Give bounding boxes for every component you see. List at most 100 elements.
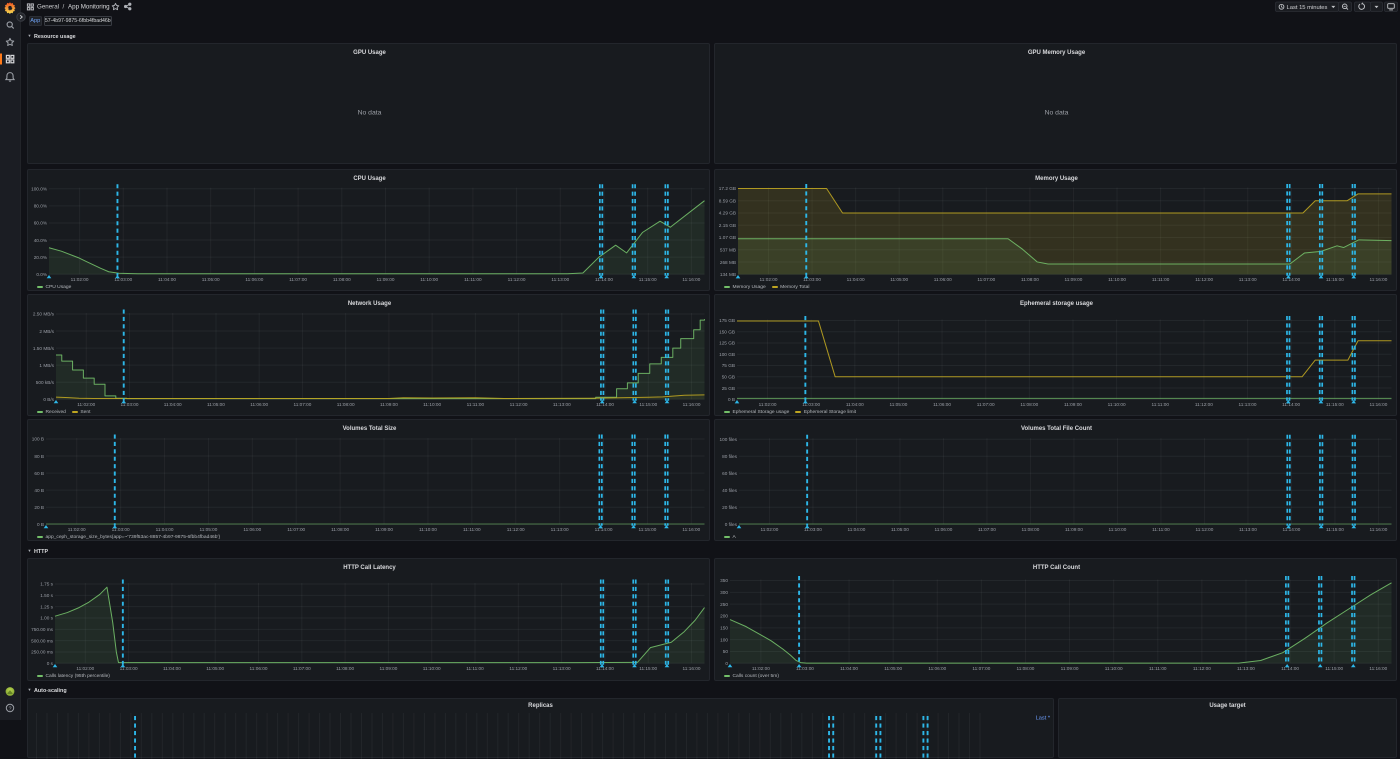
svg-text:11:04:00: 11:04:00	[847, 277, 865, 282]
svg-text:100.0%: 100.0%	[31, 186, 47, 191]
svg-text:1.07 GB: 1.07 GB	[719, 235, 736, 240]
svg-text:/: /	[63, 4, 65, 11]
svg-text:11:03:00: 11:03:00	[803, 277, 821, 282]
svg-text:11:11:00: 11:11:00	[467, 402, 485, 407]
svg-text:11:03:00: 11:03:00	[112, 527, 130, 532]
svg-text:11:06:00: 11:06:00	[250, 666, 268, 671]
svg-text:11:11:00: 11:11:00	[1152, 527, 1170, 532]
svg-text:80 files: 80 files	[722, 454, 738, 459]
svg-text:11:14:00: 11:14:00	[1282, 527, 1300, 532]
svg-text:11:07:00: 11:07:00	[287, 527, 305, 532]
svg-text:11:07:00: 11:07:00	[289, 277, 307, 282]
svg-text:11:15:00: 11:15:00	[1326, 277, 1344, 282]
svg-text:100 GB: 100 GB	[719, 352, 735, 357]
svg-text:11:09:00: 11:09:00	[377, 277, 395, 282]
svg-text:50: 50	[723, 649, 729, 654]
svg-text:11:02:00: 11:02:00	[77, 402, 95, 407]
svg-text:11:04:00: 11:04:00	[163, 666, 181, 671]
svg-text:11:16:00: 11:16:00	[682, 527, 700, 532]
svg-text:11:10:00: 11:10:00	[1105, 666, 1123, 671]
svg-text:60.0%: 60.0%	[34, 221, 47, 226]
svg-text:Last *: Last *	[1036, 716, 1051, 722]
svg-text:50 GB: 50 GB	[722, 375, 735, 380]
svg-text:11:02:00: 11:02:00	[76, 666, 94, 671]
svg-text:0 B: 0 B	[728, 397, 735, 402]
svg-text:11:08:00: 11:08:00	[333, 277, 351, 282]
svg-text:11:12:00: 11:12:00	[1195, 527, 1213, 532]
svg-text:Volumes Total File Count: Volumes Total File Count	[1021, 426, 1092, 432]
svg-text:11:05:00: 11:05:00	[206, 666, 224, 671]
svg-text:11:14:00: 11:14:00	[596, 402, 614, 407]
svg-text:11:13:00: 11:13:00	[1239, 277, 1257, 282]
svg-text:100 B: 100 B	[32, 437, 44, 442]
svg-text:40.0%: 40.0%	[34, 238, 47, 243]
svg-text:250.00 ms: 250.00 ms	[31, 650, 54, 655]
svg-text:11:13:00: 11:13:00	[551, 527, 569, 532]
svg-text:11:16:00: 11:16:00	[1369, 277, 1387, 282]
svg-text:11:06:00: 11:06:00	[928, 666, 946, 671]
svg-text:CPU Usage: CPU Usage	[353, 176, 386, 182]
svg-text:11:12:00: 11:12:00	[508, 277, 526, 282]
svg-text:11:02:00: 11:02:00	[68, 527, 86, 532]
svg-text:60 B: 60 B	[34, 471, 44, 476]
svg-text:11:16:00: 11:16:00	[1369, 527, 1387, 532]
svg-text:0 B/s: 0 B/s	[43, 397, 54, 402]
svg-text:11:04:00: 11:04:00	[156, 527, 174, 532]
svg-text:11:05:00: 11:05:00	[207, 402, 225, 407]
svg-text:11:10:00: 11:10:00	[419, 527, 437, 532]
svg-text:537 MB: 537 MB	[720, 248, 736, 253]
svg-text:25 GB: 25 GB	[722, 386, 735, 391]
svg-text:11:12:00: 11:12:00	[509, 666, 527, 671]
svg-text:11:09:00: 11:09:00	[1065, 277, 1083, 282]
svg-text:100 files: 100 files	[720, 437, 738, 442]
svg-text:?: ?	[9, 706, 12, 712]
svg-text:11:04:00: 11:04:00	[840, 666, 858, 671]
svg-text:11:02:00: 11:02:00	[760, 277, 778, 282]
svg-text:20.0%: 20.0%	[34, 255, 47, 260]
svg-text:11:12:00: 11:12:00	[510, 402, 528, 407]
svg-text:11:05:00: 11:05:00	[202, 277, 220, 282]
svg-text:11:13:00: 11:13:00	[1239, 402, 1257, 407]
svg-text:0 s: 0 s	[47, 661, 54, 666]
svg-text:268 MB: 268 MB	[720, 260, 736, 265]
svg-text:General: General	[37, 4, 59, 11]
svg-text:11:03:00: 11:03:00	[120, 666, 138, 671]
svg-text:No data: No data	[1045, 110, 1069, 117]
svg-text:11:02:00: 11:02:00	[759, 402, 777, 407]
svg-text:11:11:00: 11:11:00	[1149, 666, 1167, 671]
svg-text:11:14:00: 11:14:00	[595, 277, 613, 282]
svg-text:17.2 GB: 17.2 GB	[719, 186, 736, 191]
svg-text:GPU Memory Usage: GPU Memory Usage	[1028, 50, 1086, 56]
svg-text:11:06:00: 11:06:00	[934, 277, 952, 282]
svg-text:Ephemeral storage usage: Ephemeral storage usage	[1020, 301, 1094, 307]
svg-text:App Monitoring: App Monitoring	[68, 4, 110, 11]
svg-text:11:03:00: 11:03:00	[804, 527, 822, 532]
svg-text:11:03:00: 11:03:00	[121, 402, 139, 407]
svg-text:11:09:00: 11:09:00	[379, 666, 397, 671]
svg-text:11:09:00: 11:09:00	[1061, 666, 1079, 671]
svg-text:11:07:00: 11:07:00	[977, 277, 995, 282]
svg-text:11:08:00: 11:08:00	[1021, 527, 1039, 532]
svg-text:GPU Usage: GPU Usage	[353, 50, 386, 56]
svg-text:11:14:00: 11:14:00	[1281, 666, 1299, 671]
svg-text:150: 150	[720, 626, 728, 631]
svg-text:20 B: 20 B	[34, 505, 44, 510]
svg-text:75 GB: 75 GB	[722, 363, 735, 368]
svg-text:11:12:00: 11:12:00	[507, 527, 525, 532]
svg-text:11:07:00: 11:07:00	[972, 666, 990, 671]
svg-text:0 files: 0 files	[725, 522, 738, 527]
svg-text:11:15:00: 11:15:00	[639, 666, 657, 671]
svg-text:750.00 ms: 750.00 ms	[31, 627, 54, 632]
svg-text:11:06:00: 11:06:00	[243, 527, 261, 532]
svg-text:11:13:00: 11:13:00	[553, 666, 571, 671]
svg-text:11:04:00: 11:04:00	[847, 527, 865, 532]
svg-text:40 files: 40 files	[722, 488, 738, 493]
svg-text:1.50 MB/s: 1.50 MB/s	[33, 346, 55, 351]
svg-text:125 GB: 125 GB	[719, 341, 735, 346]
svg-text:2 MB/s: 2 MB/s	[39, 329, 54, 334]
svg-text:0 B: 0 B	[37, 522, 44, 527]
svg-text:1.00 s: 1.00 s	[40, 616, 53, 621]
svg-text:Last 15 minutes: Last 15 minutes	[1287, 5, 1328, 11]
svg-text:11:14:00: 11:14:00	[1282, 277, 1300, 282]
svg-text:11:15:00: 11:15:00	[639, 277, 657, 282]
